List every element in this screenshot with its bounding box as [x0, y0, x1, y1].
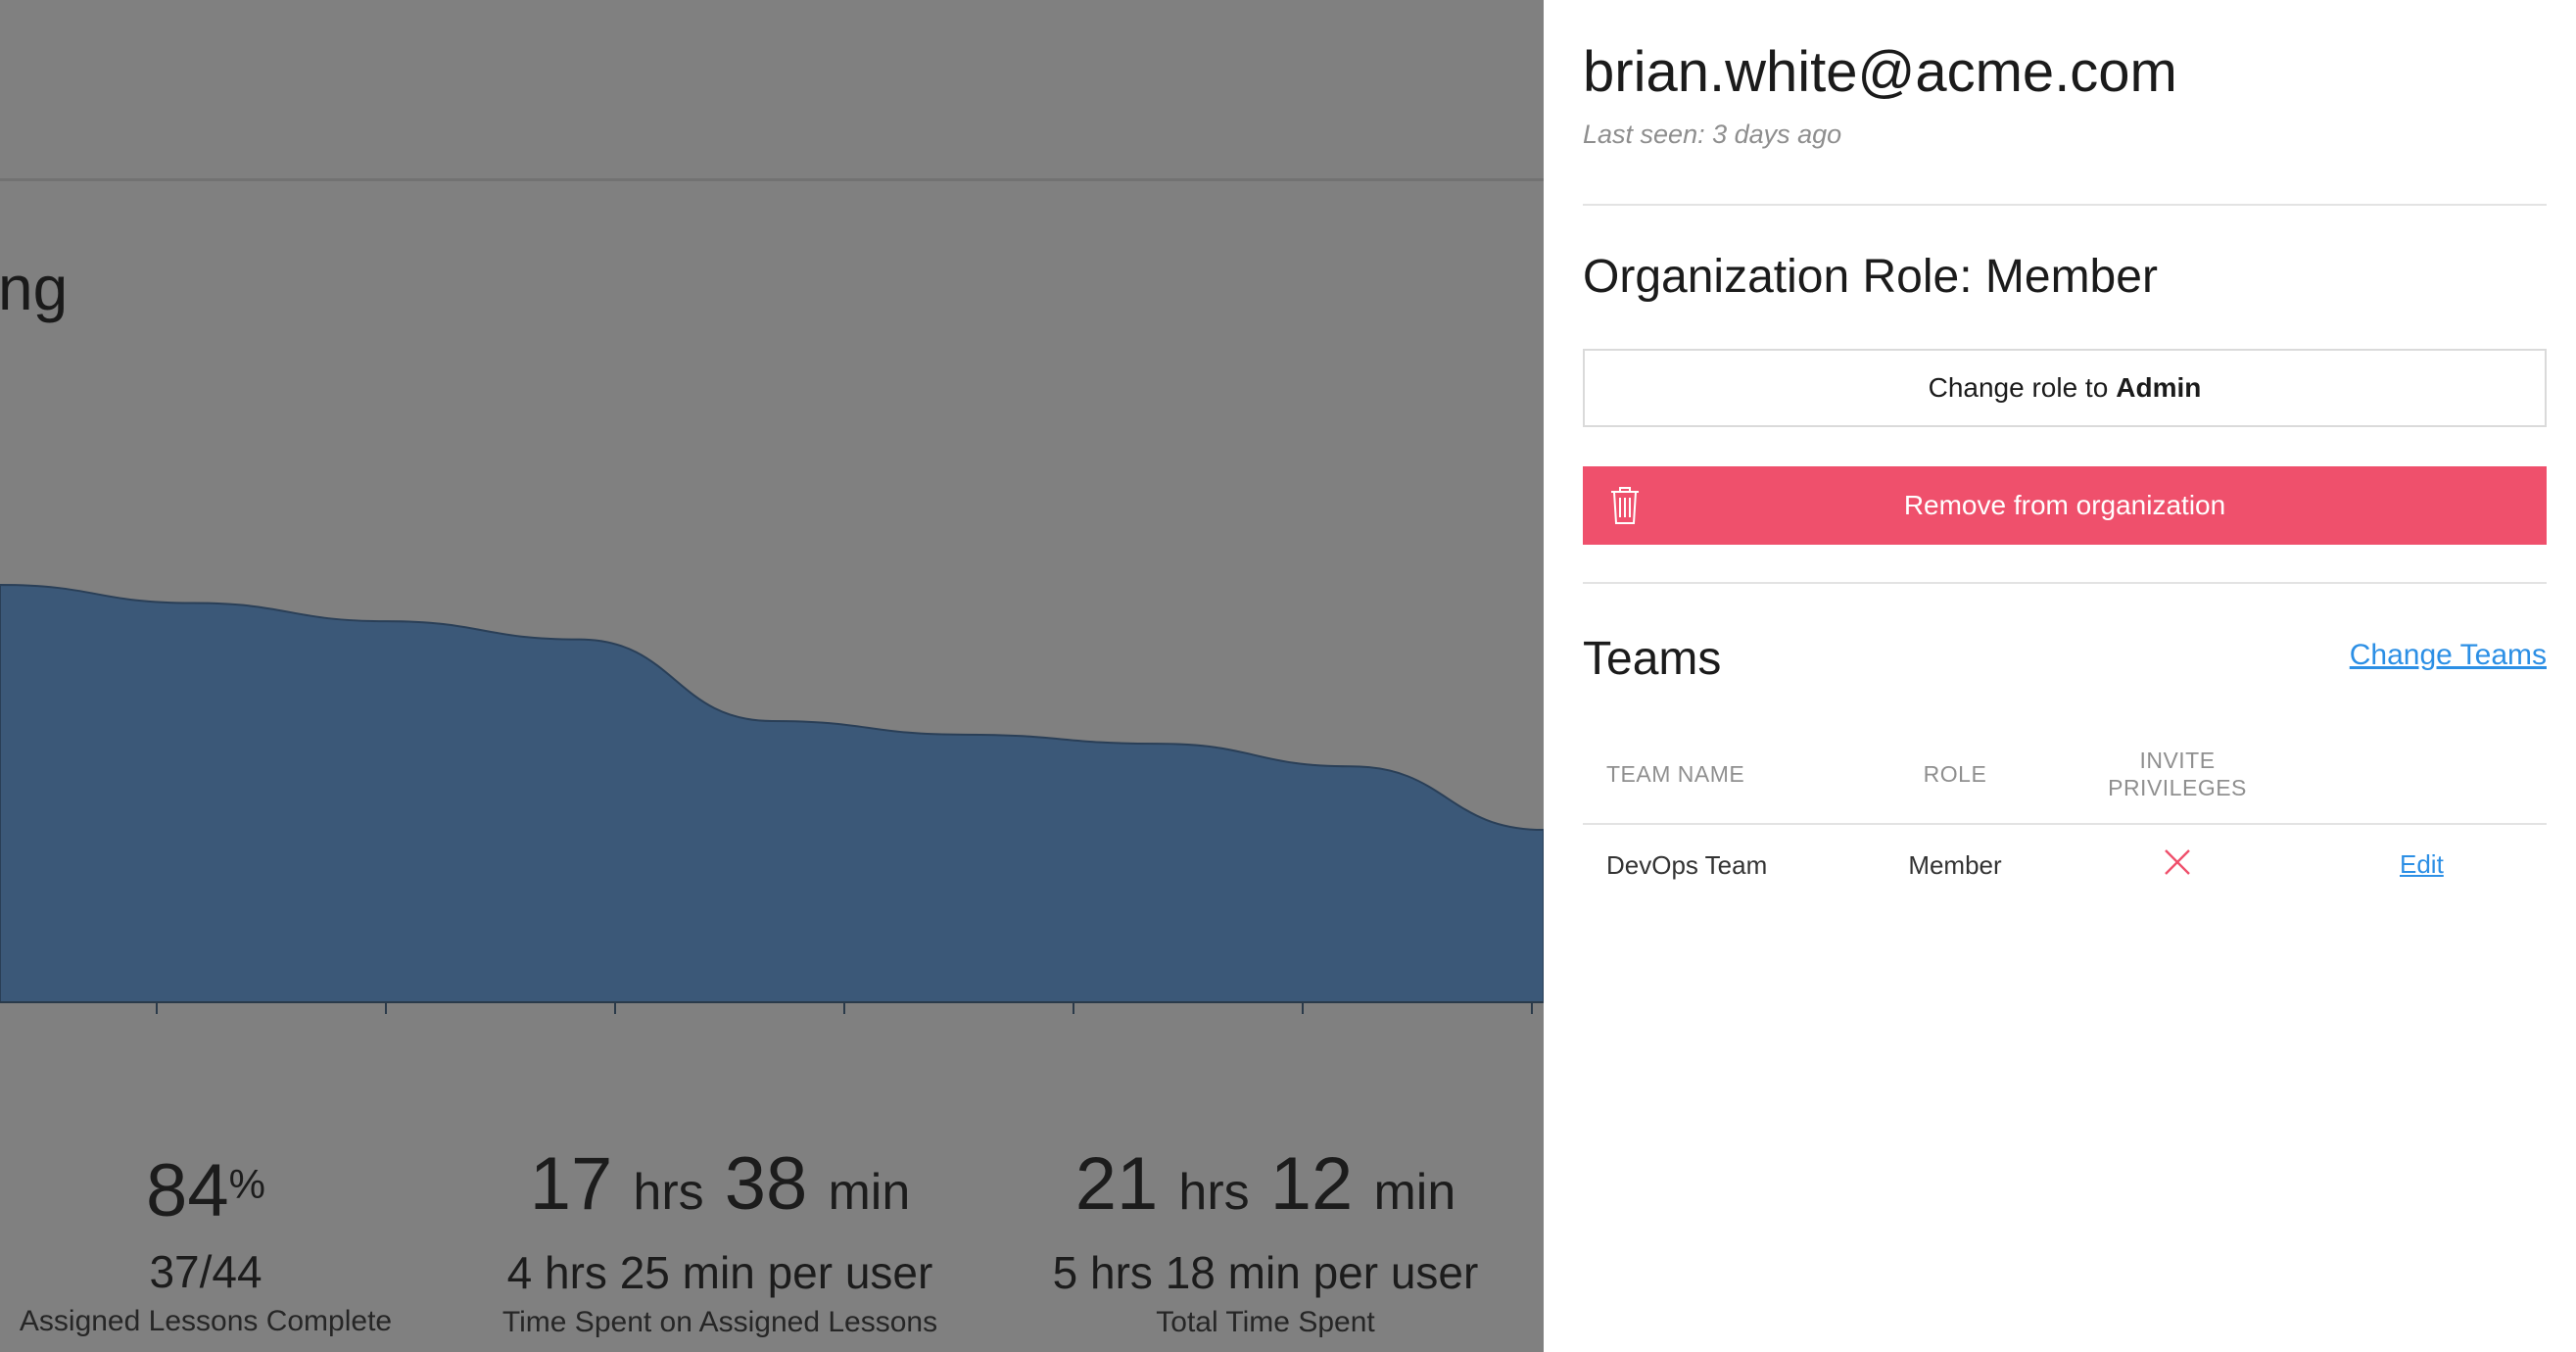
stat-label: Total Time Spent — [1156, 1306, 1375, 1338]
stat-detail: 4 hrs 25 min per user — [506, 1247, 933, 1298]
progress-area-chart — [0, 584, 1544, 1014]
remove-from-organization-button[interactable]: Remove from organization — [1583, 466, 2547, 545]
role-cell: Member — [1908, 850, 2002, 880]
divider — [1583, 204, 2547, 206]
team-name-cell: DevOps Team — [1606, 850, 1768, 880]
x-icon — [2165, 849, 2190, 875]
stat-time-assigned: 17 hrs 38 min 4 hrs 25 min per user Time… — [485, 1136, 955, 1342]
header-line: PRIVILEGES — [2108, 775, 2247, 800]
stat-detail: 37/44 — [149, 1246, 262, 1297]
header-line: INVITE — [2139, 748, 2216, 773]
stat-detail: 5 hrs 18 min per user — [1052, 1247, 1479, 1298]
change-teams-link[interactable]: Change Teams — [2349, 639, 2547, 671]
change-role-button[interactable]: Change role to Admin — [1583, 349, 2547, 427]
stat-label: Assigned Lessons Complete — [19, 1305, 393, 1337]
user-detail-drawer: brian.white@acme.com Last seen: 3 days a… — [1544, 0, 2576, 1352]
column-header-invite-privileges: INVITE PRIVILEGES — [2070, 747, 2285, 801]
stat-total-time: 21 hrs 12 min 5 hrs 18 min per user Tota… — [1030, 1136, 1501, 1342]
stat-label: Time Spent on Assigned Lessons — [501, 1306, 938, 1338]
column-header-role: ROLE — [1923, 761, 1987, 787]
divider — [1583, 582, 2547, 584]
stat-lessons-complete: 84% 37/44 Assigned Lessons Complete — [0, 1136, 441, 1341]
user-email: brian.white@acme.com — [1583, 40, 2177, 104]
stat-value: 21 hrs 12 min — [1074, 1142, 1456, 1226]
area-series — [0, 584, 1544, 1003]
header-divider — [0, 178, 1544, 181]
column-header-team-name: TEAM NAME — [1606, 761, 1745, 787]
trash-icon — [1611, 487, 1639, 524]
edit-team-link[interactable]: Edit — [2400, 849, 2444, 879]
stat-value: 17 hrs 38 min — [529, 1142, 911, 1226]
organization-role-title: Organization Role: Member — [1583, 251, 2158, 303]
stat-value: 84% — [146, 1149, 265, 1232]
x-axis-ticks — [156, 1002, 1533, 1014]
teams-title: Teams — [1583, 633, 1722, 685]
remove-label: Remove from organization — [1903, 490, 2226, 520]
change-role-prefix: Change role to — [1928, 372, 2109, 403]
last-seen-text: Last seen: 3 days ago — [1583, 120, 1842, 149]
background-page: ng 84% 37/44 Assigned Lessons Complete 1… — [0, 178, 1544, 1342]
table-header-divider — [1583, 823, 2547, 825]
section-heading: ng — [0, 253, 69, 323]
change-role-target: Admin — [2116, 372, 2202, 403]
